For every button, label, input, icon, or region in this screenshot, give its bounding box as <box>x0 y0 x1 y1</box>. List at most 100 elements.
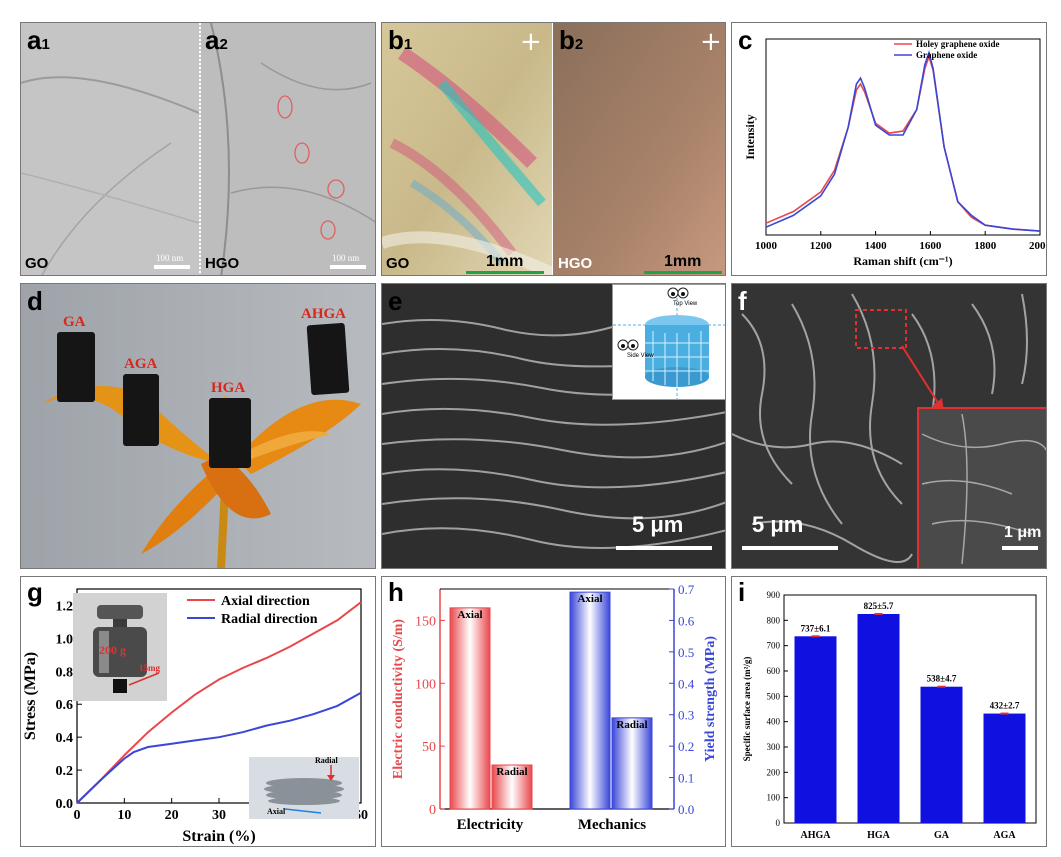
stress-strain-chart: 01020304050600.00.20.40.60.81.01.2Strain… <box>22 588 368 845</box>
y-tick-label: 0.8 <box>56 665 74 680</box>
right-y-tick-label: 0.2 <box>678 739 694 754</box>
x-axis-title: Raman shift (cm⁻¹) <box>853 254 952 268</box>
scale-label-b1: 1mm <box>486 253 524 270</box>
x-category-label: AHGA <box>801 830 832 841</box>
sem-image-f <box>732 284 1046 568</box>
tem-image-a2 <box>201 23 375 275</box>
y-tick-label: 1.0 <box>56 632 74 647</box>
y-tick-label: 900 <box>767 590 781 600</box>
divider <box>199 23 201 275</box>
y-tick-label: 800 <box>767 615 781 625</box>
layer-schematic-inset: Radial Axial <box>249 756 359 819</box>
inset-scale-bar-f <box>1002 546 1038 550</box>
y-tick-label: 0.0 <box>56 797 74 812</box>
panel-label-d: d <box>27 286 43 316</box>
scale-bar-b1 <box>466 271 544 274</box>
panel-f-sem: f 5 μm 1 μm <box>731 283 1047 569</box>
crossed-polarizer-icon: + <box>520 27 542 57</box>
x-category-label: GA <box>934 830 950 841</box>
bar <box>983 713 1026 823</box>
mass-label: 15mg <box>139 663 160 673</box>
inset-scale-label-f: 1 μm <box>1004 524 1042 541</box>
pom-image-b2 <box>553 23 725 275</box>
right-y-tick-label: 0.0 <box>678 802 694 817</box>
weight-photo-inset: 200 g 15mg <box>73 593 167 701</box>
y-tick-label: 100 <box>767 793 781 803</box>
panel-b-pom: b1 b2 + + GO HGO 1mm 1mm <box>381 22 726 276</box>
pom-image-b1 <box>382 23 552 275</box>
scale-bar-f <box>742 546 838 550</box>
panel-i-surface-area: 0 100 200 300 400 500 600 700 800 900 Specific sur… <box>731 576 1047 847</box>
tag-hgo: HGO <box>205 255 240 272</box>
left-y-tick-label: 100 <box>415 677 436 692</box>
x-tick-label: 1600 <box>919 240 942 252</box>
legend-label: Axial direction <box>221 594 310 609</box>
sample-label-ahga: AHGA <box>301 306 346 322</box>
sample-label-hga: HGA <box>211 380 246 396</box>
right-y-tick-label: 0.4 <box>678 676 695 691</box>
weight-label: 200 g <box>99 643 126 657</box>
layer-schematic <box>264 765 344 814</box>
panel-label-c: c <box>738 25 753 55</box>
right-y-tick-label: 0.1 <box>678 771 694 786</box>
y-axis-title: Specific surface area (m²/g) <box>742 657 752 762</box>
panel-label-g: g <box>27 577 43 607</box>
y-axis-title: Stress (MPa) <box>22 652 39 740</box>
surface-area-bar-chart: 0 100 200 300 400 500 600 700 800 900 Specific sur… <box>742 590 1037 841</box>
y-tick-label: 400 <box>767 717 781 727</box>
bar-label: Axial <box>457 609 482 621</box>
crossed-polarizer-icon: + <box>700 27 722 57</box>
bar <box>449 607 491 810</box>
sample-label-ga: GA <box>63 314 86 330</box>
x-axis-title: Strain (%) <box>182 828 255 845</box>
radial-label: Radial <box>315 756 338 765</box>
weight-photo <box>73 593 167 701</box>
y-tick-label: 1.2 <box>56 599 74 614</box>
top-view-label: Top View <box>673 301 698 307</box>
flower-photo <box>21 284 375 568</box>
sample-label-aga: AGA <box>124 356 158 372</box>
x-tick-label: 1200 <box>810 240 833 252</box>
x-tick-label: 10 <box>117 808 131 823</box>
panel-d-photo: d GA AGA HGA AHGA <box>20 283 376 569</box>
bar-value-label: 538±4.7 <box>927 674 957 684</box>
tag-go: GO <box>386 255 410 272</box>
left-y-tick-label: 0 <box>429 803 436 818</box>
bar <box>794 636 837 823</box>
right-y-tick-label: 0.3 <box>678 708 694 723</box>
scale-bar-a2 <box>330 265 366 269</box>
left-y-axis-title: Electric conductivity (S/m) <box>391 619 406 780</box>
plot-frame <box>765 38 1041 236</box>
orientation-inset: Top View Side View <box>612 284 725 400</box>
y-tick-label: 500 <box>767 691 781 701</box>
bar-label: Radial <box>496 766 527 778</box>
anisotropy-bar-chart: 0 50 100 150 0.0 0.1 0.2 0.3 0.4 0.5 0.6 0.7 Electri… <box>391 582 718 833</box>
x-category-label: AGA <box>993 830 1016 841</box>
panel-h-anisotropy: 0 50 100 150 0.0 0.1 0.2 0.3 0.4 0.5 0.6 0.7 Electri… <box>381 576 726 847</box>
x-tick-label: 1800 <box>974 240 997 252</box>
series-line <box>765 49 1041 232</box>
legend-label: Graphene oxide <box>916 50 977 60</box>
y-tick-label: 300 <box>767 742 781 752</box>
x-tick-label: 20 <box>165 808 179 823</box>
panel-c-raman: c 1000 1200 1400 1600 1800 2000 Raman shift (c… <box>731 22 1047 276</box>
right-y-tick-label: 0.7 <box>678 582 695 597</box>
cylinder-schematic <box>613 287 725 399</box>
x-tick-label: 2000 <box>1029 240 1047 252</box>
bar-value-label: 737±6.1 <box>801 623 831 633</box>
y-tick-label: 700 <box>767 641 781 651</box>
panel-label-f: f <box>738 286 747 316</box>
x-category-label: Mechanics <box>578 817 646 833</box>
scale-label-a2: 100 nm <box>332 253 360 263</box>
panel-label-e: e <box>388 286 403 316</box>
scale-bar-a1 <box>154 265 190 269</box>
bar-label: Axial <box>577 593 602 605</box>
scale-label-a1: 100 nm <box>156 253 184 263</box>
left-y-tick-label: 150 <box>415 614 436 629</box>
y-tick-label: 0.2 <box>56 764 74 779</box>
right-y-tick-label: 0.6 <box>678 613 695 628</box>
right-y-axis-title: Yield strength (MPa) <box>703 636 718 762</box>
axial-label: Axial <box>267 807 286 816</box>
panel-label-a2: a2 <box>205 25 228 55</box>
tem-image-a1 <box>21 23 199 275</box>
